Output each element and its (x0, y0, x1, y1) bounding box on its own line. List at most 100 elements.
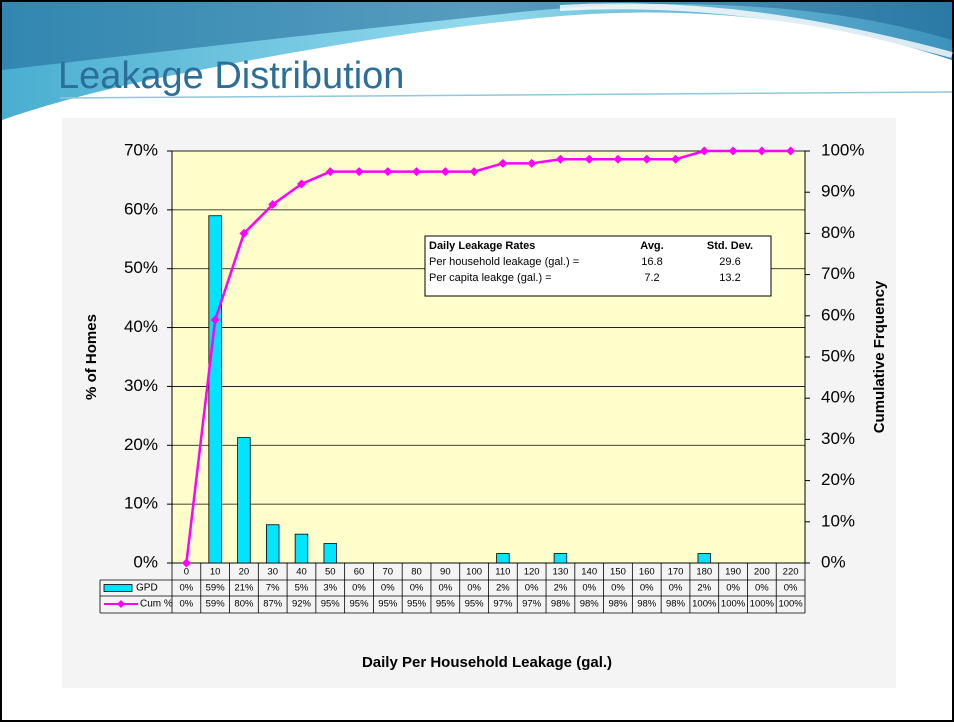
bar (237, 437, 251, 564)
y-tick-label: 0% (133, 552, 158, 571)
x-tick-label: 190 (725, 567, 741, 578)
marker (181, 558, 191, 568)
stats-header: Daily Leakage Rates (429, 240, 535, 252)
marker (296, 179, 306, 189)
table-value: 0% (525, 583, 539, 594)
table-value: 0% (467, 583, 481, 594)
table-value: 95% (436, 599, 456, 610)
title-rule (59, 91, 953, 99)
marker (757, 146, 767, 156)
y-tick-label: 10% (124, 494, 158, 513)
y2-tick-label: 100% (821, 140, 864, 159)
table-value: 80% (234, 599, 254, 610)
table-value: 95% (407, 599, 427, 610)
stats-cell: 7.2 (644, 272, 659, 284)
stats-cell: 13.2 (719, 272, 740, 284)
table-value: 0% (410, 583, 424, 594)
bar (265, 524, 280, 564)
bar (323, 543, 337, 564)
y-tick-label: 50% (124, 258, 158, 277)
bar (496, 553, 510, 564)
marker (786, 146, 796, 156)
table-value: 3% (323, 583, 337, 594)
table-value: 0% (438, 583, 452, 594)
table-value: 0% (180, 599, 194, 610)
table-value: 95% (321, 599, 341, 610)
table-value: 100% (750, 599, 775, 610)
x-tick-label: 180 (696, 567, 712, 578)
marker (412, 167, 422, 177)
x-tick-label: 40 (296, 567, 307, 578)
x-tick-label: 110 (495, 567, 510, 578)
x-tick-label: 90 (440, 567, 451, 578)
table-value: 0% (611, 583, 625, 594)
y2-axis-label: Cumulative Frquency (871, 280, 888, 433)
x-tick-label: 130 (553, 567, 569, 578)
table-value: 0% (726, 583, 740, 594)
marker (354, 167, 364, 177)
marker (584, 154, 594, 164)
x-tick-label: 200 (754, 567, 770, 578)
table-value: 0% (784, 583, 798, 594)
bar (697, 553, 712, 564)
stats-cell: 29.6 (719, 256, 740, 268)
plot-area (171, 150, 806, 564)
table-value: 100% (692, 599, 717, 610)
stats-cell: Per household leakage (gal.) = (429, 256, 579, 268)
x-tick-label: 70 (383, 567, 394, 578)
bar (553, 553, 568, 564)
chart: 0% 10% 20% 30% 40% 50% 60% 70% 0% 10% 20% 30% 40% 50%… (83, 140, 888, 670)
table-value: 0% (582, 583, 596, 594)
y2-tick-label: 50% (821, 346, 855, 365)
stats-header: Std. Dev. (707, 240, 753, 252)
line (185, 149, 791, 564)
y2-tick-label: 30% (821, 429, 855, 448)
table-value: 0% (669, 583, 683, 594)
x-tick-label: 100 (466, 567, 482, 578)
table-value: 92% (292, 599, 312, 610)
table-value: 0% (381, 583, 395, 594)
bar (294, 533, 309, 564)
table-value: 98% (666, 599, 686, 610)
y2-tick-label: 90% (821, 182, 855, 201)
table-value: 95% (465, 599, 485, 610)
y-tick-label: 70% (124, 140, 158, 159)
marker (555, 154, 565, 164)
table-value: 98% (551, 599, 571, 610)
marker (268, 200, 278, 210)
x-tick-label: 220 (783, 567, 799, 578)
x-tick-label: 10 (210, 567, 221, 578)
x-tick-label: 20 (239, 567, 250, 578)
marker (642, 154, 652, 164)
table-value: 100% (778, 599, 803, 610)
table-value: 0% (180, 583, 194, 594)
table-value: 2% (697, 583, 711, 594)
marker (325, 167, 335, 177)
y2-tick-label: 60% (821, 305, 855, 324)
stats-header: Avg. (640, 240, 663, 252)
table-value: 2% (554, 583, 568, 594)
table-value: 97% (522, 599, 542, 610)
table-value: 0% (755, 583, 769, 594)
table-value: 0% (352, 583, 366, 594)
stats-cell: Per capita leakge (gal.) = (429, 272, 552, 284)
legend-swatch (117, 600, 125, 608)
marker (210, 315, 220, 325)
table-value: 98% (580, 599, 600, 610)
legend-label: GPD (136, 583, 158, 594)
x-tick-label: 60 (354, 567, 365, 578)
marker (527, 158, 537, 168)
x-tick-label: 160 (639, 567, 655, 578)
marker (239, 228, 249, 238)
y2-tick-label: 40% (821, 388, 855, 407)
header-highlight (559, 3, 953, 58)
bar (208, 215, 222, 564)
marker (440, 167, 450, 177)
marker (699, 146, 709, 156)
slide-title: Leakage Distribution (58, 55, 404, 97)
table-value: 95% (350, 599, 370, 610)
table-value: 97% (493, 599, 513, 610)
x-tick-label: 50 (325, 567, 336, 578)
x-tick-label: 0 (184, 567, 189, 578)
